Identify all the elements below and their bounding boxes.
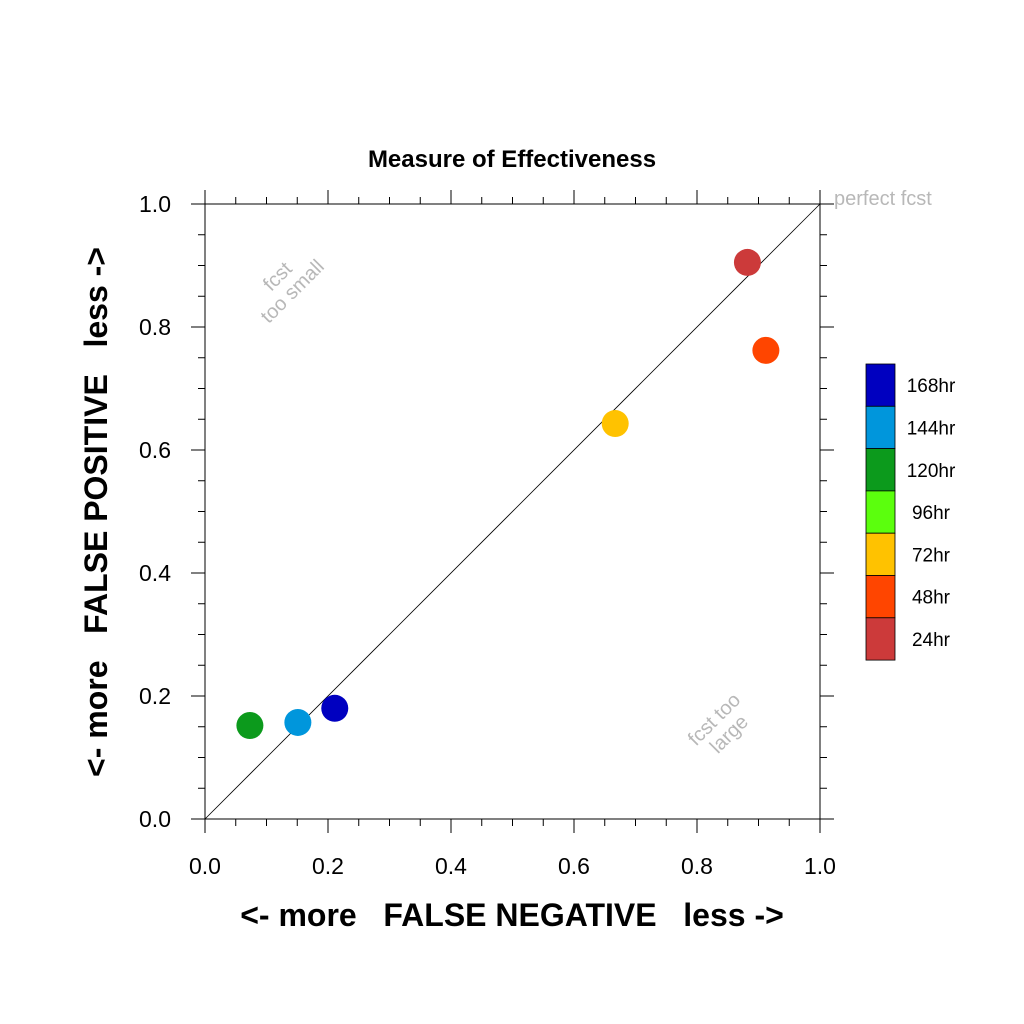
y-tick-label: 0.0 xyxy=(139,806,171,832)
x-tick-label: 0.0 xyxy=(189,853,221,879)
data-point-48hr xyxy=(752,336,780,364)
legend-label-144hr: 144hr xyxy=(907,418,956,439)
data-point-120hr xyxy=(236,712,264,740)
legend-swatch-144hr xyxy=(865,405,896,449)
chart-title: Measure of Effectiveness xyxy=(368,146,656,173)
y-tick-label: 0.4 xyxy=(139,560,171,586)
legend-label-168hr: 168hr xyxy=(907,376,956,397)
plot-area: 0.0 0.0 0.2 0.2 0.4 0.4 0.6 0.6 0.8 0.8 1.0 1.0 per… xyxy=(139,188,932,879)
legend-label-72hr: 72hr xyxy=(912,545,951,566)
data-points xyxy=(236,248,780,740)
y-axis-label: <- more FALSE POSITIVE less -> xyxy=(78,247,114,777)
legend-swatch-72hr xyxy=(865,532,896,576)
legend-label-24hr: 24hr xyxy=(912,630,951,651)
y-tick-label: 0.2 xyxy=(139,683,171,709)
data-point-72hr xyxy=(601,410,629,438)
data-point-168hr xyxy=(321,694,349,722)
region-annotation: fcst toolarge xyxy=(684,689,760,765)
x-tick-label: 0.8 xyxy=(681,853,713,879)
region-annotation-line: too small xyxy=(257,256,329,328)
axis-ticks xyxy=(191,190,834,833)
legend-label-48hr: 48hr xyxy=(912,588,951,609)
legend-swatch-120hr xyxy=(865,448,896,492)
axis-tick-labels: 0.0 0.0 0.2 0.2 0.4 0.4 0.6 0.6 0.8 0.8 1.0 1.0 xyxy=(139,191,836,879)
x-tick-label: 0.6 xyxy=(558,853,590,879)
data-point-24hr xyxy=(733,248,761,276)
region-annotation: fcsttoo small xyxy=(242,241,329,328)
legend: 168hr 144hr 120hr 96hr 72hr 48hr 24hr xyxy=(865,363,956,661)
y-tick-label: 0.8 xyxy=(139,314,171,340)
legend-swatch-24hr xyxy=(865,617,896,661)
legend-swatch-168hr xyxy=(865,363,896,407)
legend-label-120hr: 120hr xyxy=(907,461,956,482)
legend-swatch-48hr xyxy=(865,575,896,619)
y-tick-label: 0.6 xyxy=(139,437,171,463)
x-axis-label: <- more FALSE NEGATIVE less -> xyxy=(240,897,784,933)
region-annotations: fcsttoo small fcst toolarge xyxy=(242,241,760,765)
legend-label-96hr: 96hr xyxy=(912,503,951,524)
x-tick-label: 0.2 xyxy=(312,853,344,879)
data-point-144hr xyxy=(284,708,312,736)
perfect-forecast-label: perfect fcst xyxy=(834,188,932,210)
x-tick-label: 1.0 xyxy=(804,853,836,879)
x-tick-label: 0.4 xyxy=(435,853,467,879)
y-tick-label: 1.0 xyxy=(139,191,171,217)
legend-swatch-96hr xyxy=(865,490,896,534)
